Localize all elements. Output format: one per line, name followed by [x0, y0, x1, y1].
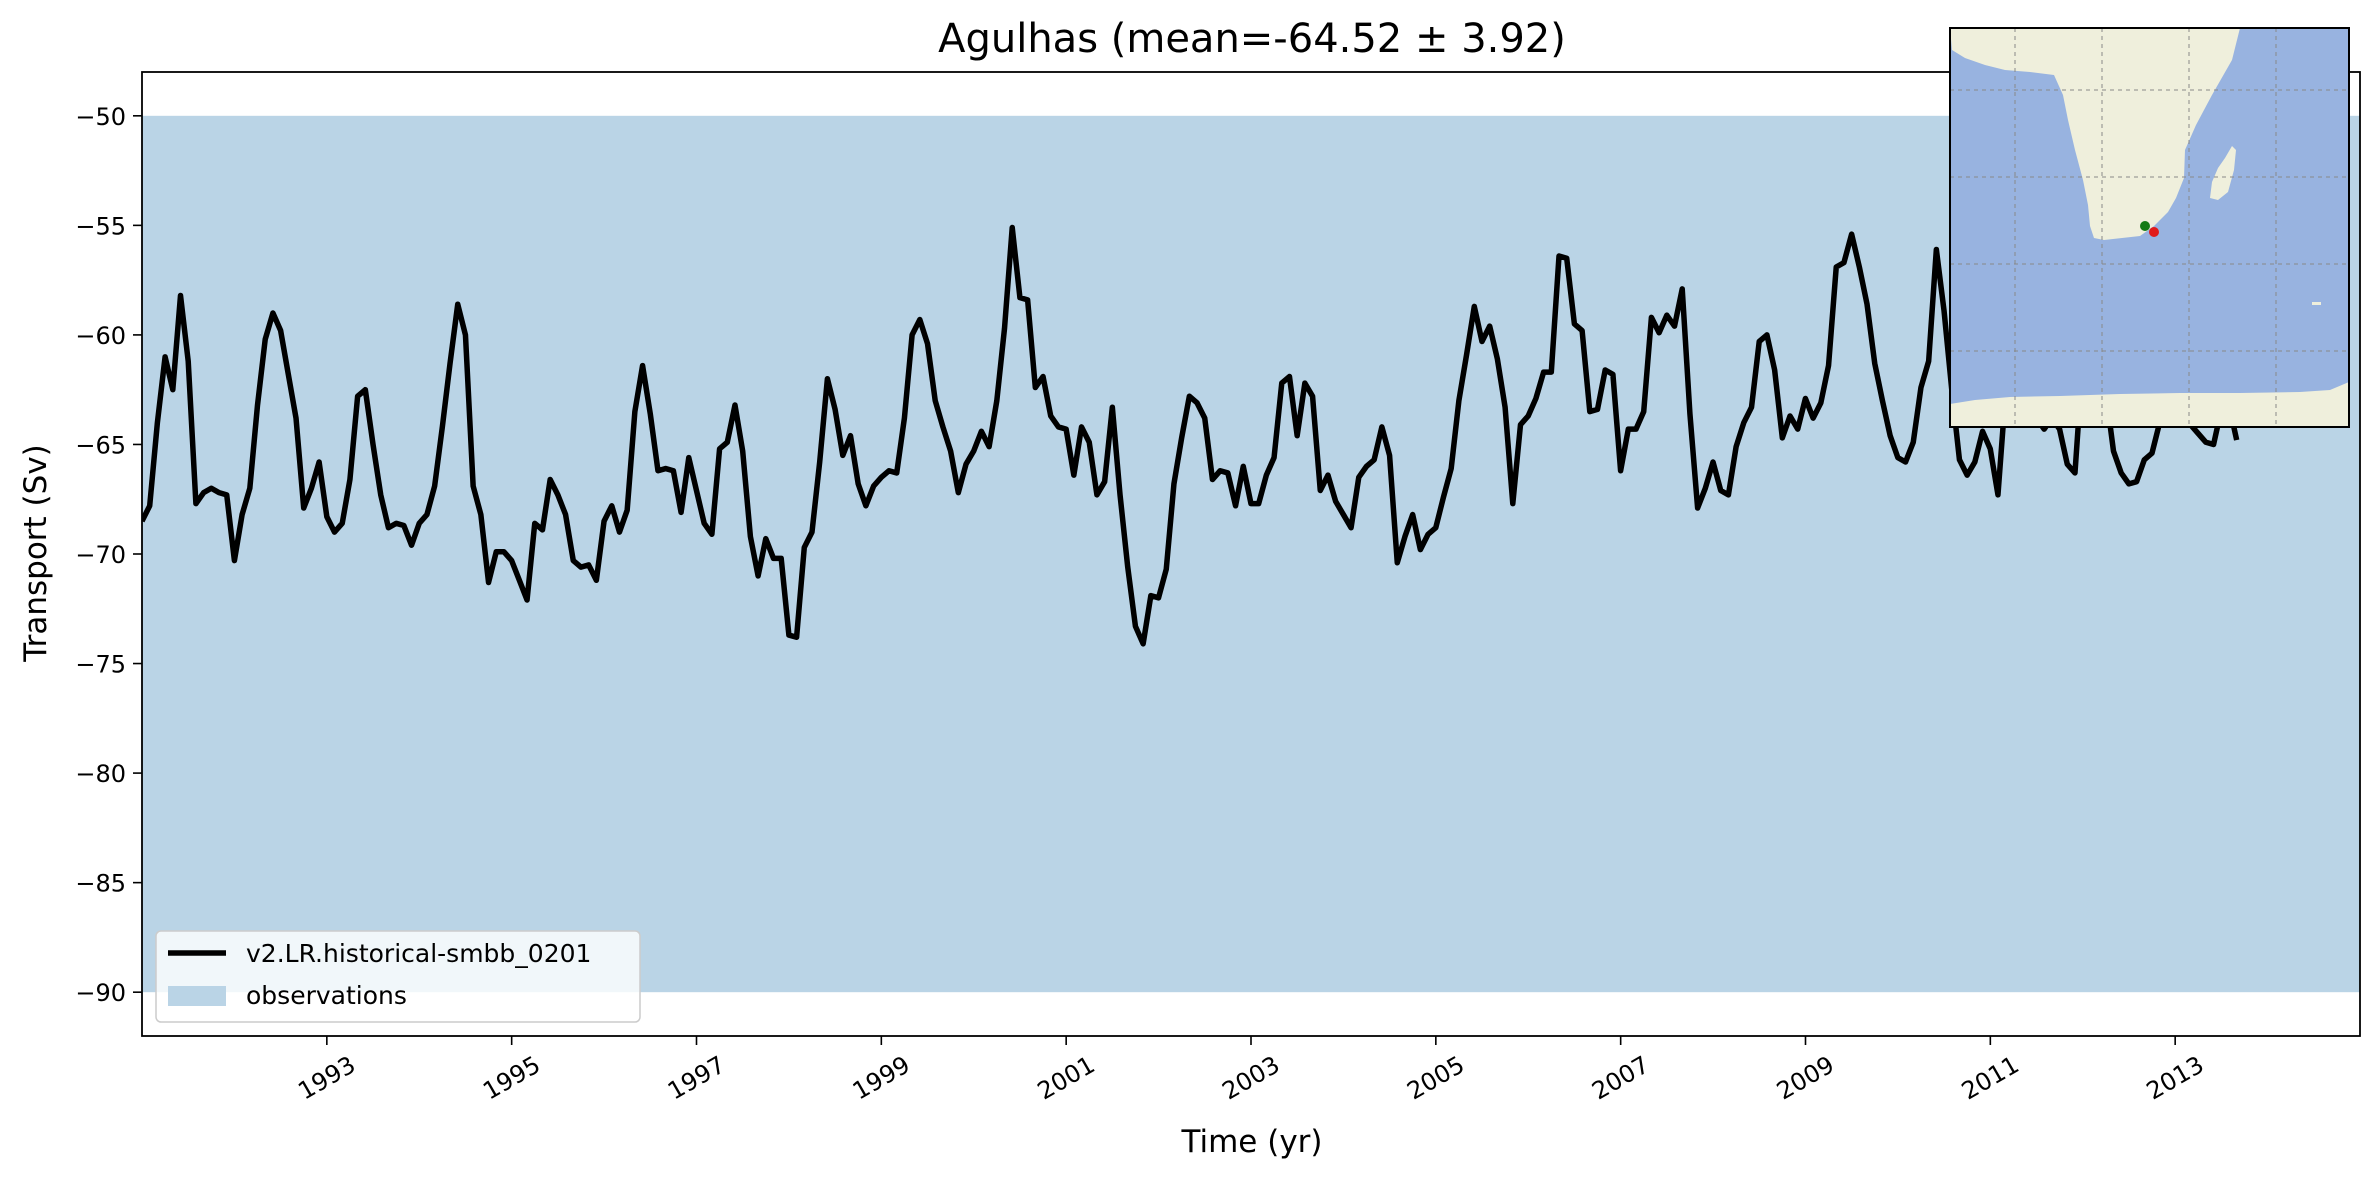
legend-band-swatch: [168, 986, 226, 1006]
inset-frame: [1949, 27, 2350, 428]
inset-land-antarctica: [1950, 382, 2349, 427]
y-tick-label: −75: [75, 651, 126, 679]
x-tick-label: 1993: [293, 1051, 360, 1106]
x-tick-label: 2005: [1402, 1051, 1469, 1106]
y-tick-label: −90: [75, 979, 126, 1007]
inset-map: [1949, 27, 2350, 428]
inset-land-island: [2312, 302, 2321, 305]
x-tick-label: 2003: [1218, 1051, 1285, 1106]
inset-land-africa: [1950, 28, 2240, 240]
x-tick-label: 1995: [478, 1051, 545, 1106]
x-tick-label: 2011: [1957, 1051, 2024, 1106]
y-tick-label: −50: [75, 103, 126, 131]
x-tick-label: 1999: [848, 1051, 915, 1106]
y-tick-label: −70: [75, 541, 126, 569]
inset-marker-red: [2149, 227, 2159, 237]
y-axis-label: Transport (Sv): [18, 444, 54, 663]
y-tick-label: −65: [75, 431, 126, 459]
legend: v2.LR.historical-smbb_0201 observations: [155, 930, 641, 1023]
chart-title: Agulhas (mean=-64.52 ± 3.92): [938, 16, 1566, 62]
plot-frame: [141, 71, 2361, 1037]
x-axis-label: Time (yr): [1181, 1124, 1323, 1160]
inset-marker-green: [2140, 221, 2150, 231]
x-tick-label: 2001: [1033, 1051, 1100, 1106]
x-tick-label: 1997: [663, 1051, 730, 1106]
series-line-model: [142, 224, 2240, 647]
x-tick-label: 2007: [1587, 1051, 1654, 1106]
legend-label-model: v2.LR.historical-smbb_0201: [246, 939, 591, 968]
x-tick-label: 2009: [1772, 1051, 1839, 1106]
legend-label-observations: observations: [246, 981, 407, 1010]
y-tick-label: −55: [75, 212, 126, 240]
y-tick-label: −60: [75, 322, 126, 350]
inset-land-madagascar: [2210, 146, 2236, 200]
x-tick-label: 2013: [2142, 1051, 2209, 1106]
y-tick-label: −80: [75, 760, 126, 788]
y-tick-label: −85: [75, 870, 126, 898]
